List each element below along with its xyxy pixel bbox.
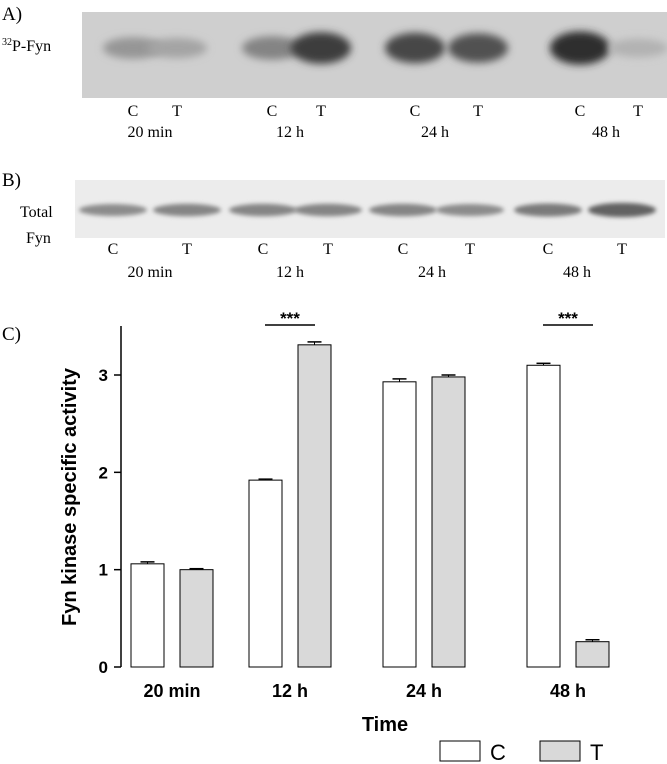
blot-b-band xyxy=(79,204,147,216)
y-tick-label: 1 xyxy=(99,561,108,580)
bar-T-0 xyxy=(179,569,214,668)
panel-b-row-label-line1: Total xyxy=(20,204,53,221)
blot-a-group-label: 12 h xyxy=(276,124,304,141)
significance-markers: *** *** xyxy=(265,309,593,328)
x-category-label: 24 h xyxy=(406,681,442,701)
blot-b-band xyxy=(436,204,504,216)
x-axis-categories: 20 min 12 h 24 h 48 h xyxy=(143,681,586,701)
panel-b: B) Total Fyn C T C T C T C T 20 min 12 h 24 h 48 h xyxy=(2,170,665,281)
blot-b-band xyxy=(514,203,582,217)
bars xyxy=(130,341,610,668)
blot-a-band xyxy=(103,37,163,59)
blot-b-band xyxy=(153,203,221,217)
blot-a-band xyxy=(291,32,351,64)
blot-a-group-label: 48 h xyxy=(592,124,620,141)
blot-a-lane-label: C xyxy=(128,103,139,120)
panel-c-label: C) xyxy=(2,324,21,345)
blot-b-lane-label: C xyxy=(543,241,554,258)
blot-b-lane-label: T xyxy=(465,241,475,258)
y-axis-ticks: 0 1 2 3 xyxy=(99,366,121,677)
bar-C-1 xyxy=(248,479,283,668)
bar-T-2 xyxy=(431,376,466,668)
x-category-label: 48 h xyxy=(550,681,586,701)
blot-b-lane-label: T xyxy=(323,241,333,258)
blot-b-group-label: 20 min xyxy=(128,264,173,281)
panel-a-row-label-text: P-Fyn xyxy=(12,38,51,55)
panel-c: C) Fyn kinase specific activity 0 1 2 3 ***… xyxy=(2,309,610,764)
blot-b-group-label: 12 h xyxy=(276,264,304,281)
bar-T-1 xyxy=(297,344,332,668)
blot-a-group-label: 24 h xyxy=(421,124,449,141)
y-tick-label: 0 xyxy=(99,658,108,677)
panel-a-row-label-superscript: 32 xyxy=(2,37,12,48)
legend-label-T: T xyxy=(590,740,603,764)
blot-a-lane-label: T xyxy=(633,103,643,120)
blot-b-lane-label: C xyxy=(398,241,409,258)
blot-a-band xyxy=(147,38,207,58)
blot-b-lane-label: C xyxy=(108,241,119,258)
panel-a-label: A) xyxy=(2,4,22,25)
x-category-label: 20 min xyxy=(143,681,200,701)
x-axis-label: Time xyxy=(362,714,408,736)
x-category-label: 12 h xyxy=(272,681,308,701)
blot-b-band xyxy=(588,202,656,218)
blot-a-band xyxy=(608,38,667,58)
y-tick-label: 3 xyxy=(99,366,108,385)
panel-a: A) 32P-Fyn C T C T C T C T 20 min 12 h 24 h 48 h xyxy=(2,4,667,141)
legend-swatch-C xyxy=(439,740,481,762)
blot-a-lane-label: C xyxy=(575,103,586,120)
blot-a-group-labels: 20 min 12 h 24 h 48 h xyxy=(128,124,620,141)
blot-b-lane-label: T xyxy=(617,241,627,258)
significance-label: *** xyxy=(280,309,300,328)
blot-a-band xyxy=(242,36,302,60)
bar-T-3 xyxy=(575,641,610,668)
blot-b-bands xyxy=(79,202,656,218)
bar-C-3 xyxy=(526,364,561,668)
blot-a-bands xyxy=(103,31,667,65)
y-axis-label: Fyn kinase specific activity xyxy=(59,367,81,626)
blot-a-lane-label: T xyxy=(316,103,326,120)
blot-b-lane-label: T xyxy=(182,241,192,258)
blot-b-lane-label: C xyxy=(258,241,269,258)
blot-b-band xyxy=(294,203,362,217)
blot-b-band xyxy=(229,203,297,217)
bar-C-2 xyxy=(382,381,417,668)
legend-swatch-T xyxy=(539,740,581,762)
blot-a-lane-label: T xyxy=(473,103,483,120)
blot-a-lane-label: T xyxy=(172,103,182,120)
panel-a-row-label: 32P-Fyn xyxy=(2,37,51,55)
panel-b-label: B) xyxy=(2,170,21,191)
y-tick-label: 2 xyxy=(99,463,108,482)
bar-C-0 xyxy=(130,563,165,668)
legend-label-C: C xyxy=(490,740,506,764)
blot-b-group-labels: 20 min 12 h 24 h 48 h xyxy=(128,264,591,281)
blot-a-band xyxy=(550,31,610,65)
panel-b-row-label-line2: Fyn xyxy=(26,230,51,247)
blot-b-band xyxy=(369,203,437,217)
blot-a-lane-label: C xyxy=(267,103,278,120)
blot-b-group-label: 24 h xyxy=(418,264,446,281)
blot-a-band xyxy=(385,32,445,64)
blot-a-lane-label: C xyxy=(410,103,421,120)
blot-b-group-label: 48 h xyxy=(563,264,591,281)
significance-label: *** xyxy=(558,309,578,328)
blot-a-group-label: 20 min xyxy=(128,124,173,141)
blot-a-band xyxy=(448,33,508,63)
